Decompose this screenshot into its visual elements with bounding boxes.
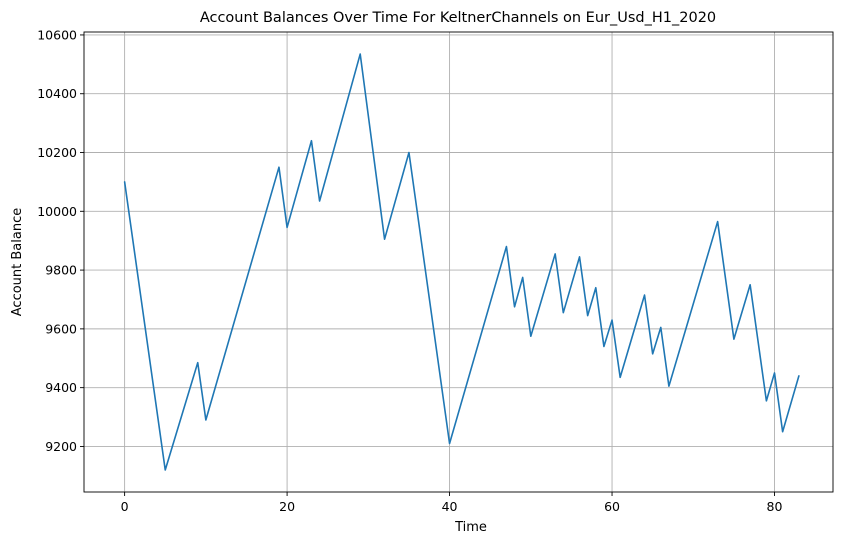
series-layer (125, 54, 799, 470)
y-tick-label: 10000 (37, 204, 77, 219)
x-tick-label: 0 (121, 499, 129, 514)
y-tick-label: 10600 (37, 27, 77, 42)
x-tick-label: 20 (279, 499, 295, 514)
x-tick-label: 60 (604, 499, 620, 514)
y-tick-label: 10400 (37, 86, 77, 101)
x-axis-label: Time (454, 520, 487, 535)
axis-ticks: 0 20 40 60 80 9200 9400 9600 9800 10000 10200 10400… (37, 27, 782, 514)
y-tick-label: 10200 (37, 145, 77, 160)
plot-frame (84, 32, 833, 492)
x-tick-label: 80 (767, 499, 783, 514)
x-tick-label: 40 (442, 499, 458, 514)
y-tick-label: 9600 (45, 321, 77, 336)
y-tick-label: 9400 (45, 380, 77, 395)
y-axis-label: Account Balance (10, 208, 25, 316)
grid-lines (84, 32, 833, 492)
chart-title: Account Balances Over Time For KeltnerCh… (200, 10, 716, 26)
y-tick-label: 9200 (45, 439, 77, 454)
series-line (125, 54, 799, 470)
y-tick-label: 9800 (45, 263, 77, 278)
